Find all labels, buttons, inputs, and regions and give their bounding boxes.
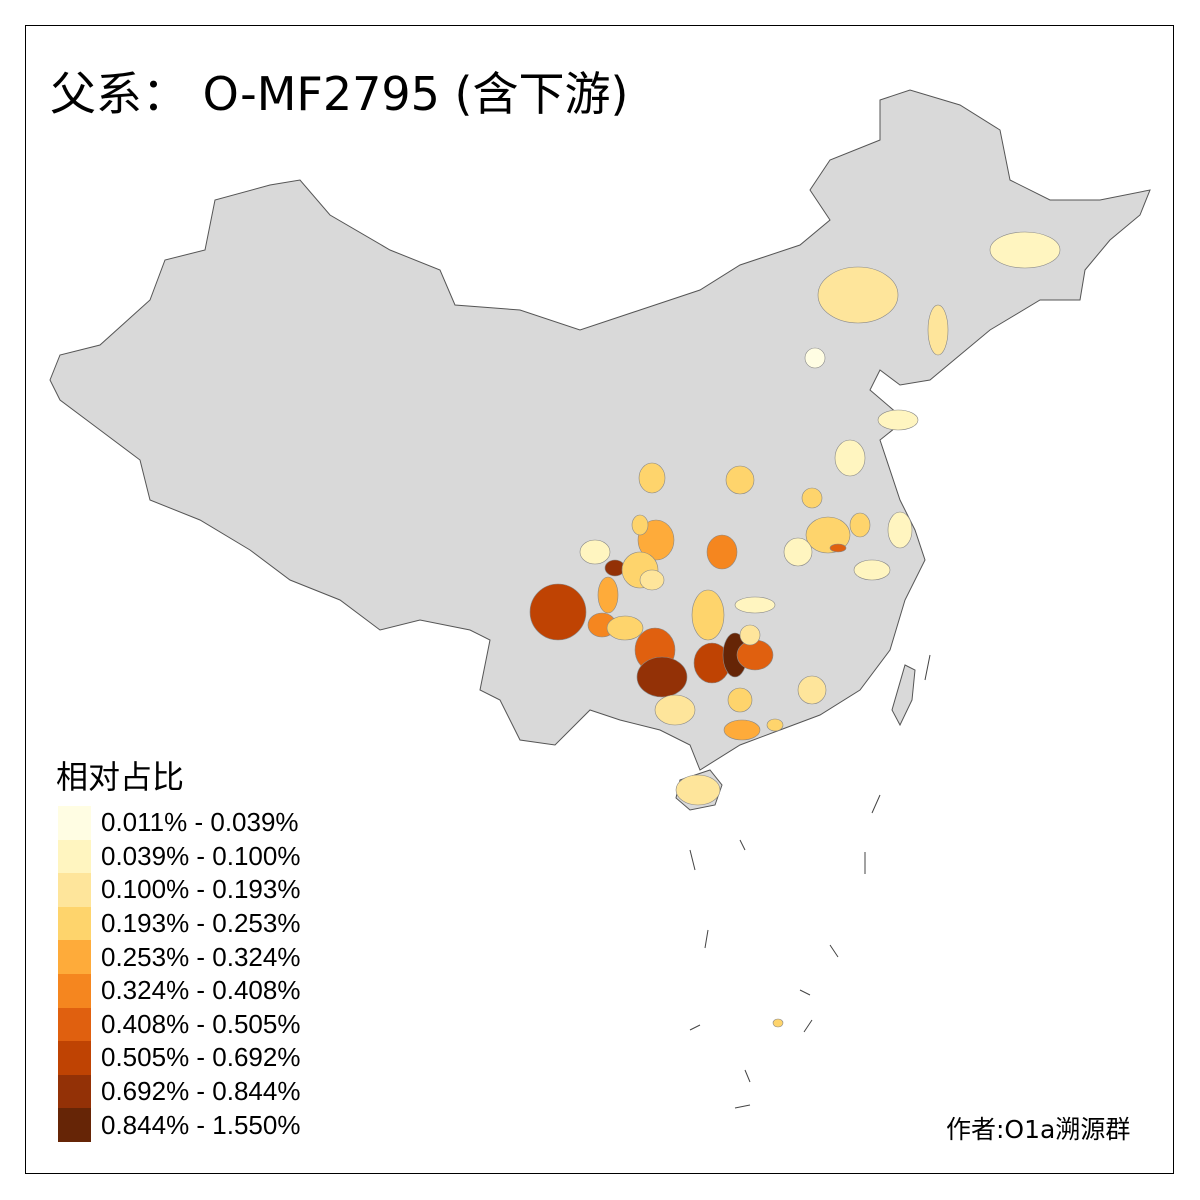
region-fill — [636, 656, 688, 698]
region-fill — [989, 231, 1061, 269]
legend-label: 0.039% - 0.100% — [101, 840, 301, 871]
legend-item: 0.039% - 0.100% — [58, 839, 301, 874]
region-fill — [631, 514, 649, 536]
region-fill — [579, 539, 611, 565]
region-fill — [529, 583, 587, 641]
region-fill — [804, 347, 826, 369]
legend-label: 0.844% - 1.550% — [101, 1109, 301, 1140]
legend-item: 0.253% - 0.324% — [58, 940, 300, 974]
legend-label: 0.692% - 0.844% — [101, 1076, 301, 1107]
region-fill — [606, 615, 644, 641]
region-fill — [691, 589, 725, 641]
legend-swatch — [58, 1108, 91, 1142]
region-fill — [766, 718, 784, 732]
base-map-mainland — [49, 89, 1151, 771]
region-fill — [597, 576, 619, 614]
legend-swatch — [58, 1041, 91, 1075]
legend-label: 0.408% - 0.505% — [101, 1008, 301, 1039]
region-fill — [654, 694, 696, 726]
region-fill — [801, 487, 823, 509]
legend-item: 0.505% - 0.692% — [58, 1041, 300, 1075]
legend-label: 0.100% - 0.193% — [101, 874, 301, 905]
region-fill — [772, 1018, 784, 1028]
region-fill — [723, 719, 761, 741]
region-fill — [877, 409, 919, 431]
region-fill — [829, 543, 847, 553]
region-fill — [734, 596, 776, 614]
region-fill — [639, 569, 665, 591]
region-fill — [783, 537, 813, 567]
legend-label: 0.505% - 0.692% — [101, 1042, 301, 1073]
legend-swatch — [58, 839, 91, 874]
legend-swatch — [58, 1074, 91, 1109]
legend-item: 0.408% - 0.505% — [58, 1007, 301, 1042]
region-fill — [887, 511, 913, 549]
map-title: 父系： O-MF2795 (含下游) — [50, 67, 629, 121]
legend-swatch — [58, 906, 91, 941]
region-fill — [706, 534, 738, 570]
legend-label: 0.253% - 0.324% — [101, 941, 301, 972]
legend-title: 相对占比 — [56, 758, 185, 796]
legend-item: 0.844% - 1.550% — [58, 1108, 300, 1142]
legend-label: 0.324% - 0.408% — [101, 975, 301, 1006]
region-fill — [797, 675, 827, 705]
region-fill — [817, 266, 899, 324]
legend-label: 0.011% - 0.039% — [101, 807, 299, 838]
south-sea-islands — [689, 654, 931, 1109]
legend-swatch — [58, 973, 91, 1008]
legend-swatch — [58, 806, 91, 840]
legend-swatch — [58, 940, 91, 974]
region-fill — [739, 624, 761, 646]
legend: 0.011% - 0.039% 0.039% - 0.100% 0.100% - 0… — [58, 806, 300, 1142]
region-fill — [849, 512, 871, 538]
region-fill — [727, 687, 753, 713]
legend-item: 0.692% - 0.844% — [58, 1074, 301, 1109]
region-fill — [675, 774, 721, 806]
region-fill — [853, 559, 891, 581]
region-fill — [927, 304, 949, 356]
legend-swatch — [58, 1007, 91, 1042]
legend-item: 0.324% - 0.408% — [58, 973, 301, 1008]
author-credit: 作者:O1a溯源群 — [946, 1115, 1131, 1144]
plot-frame — [25, 25, 1174, 1174]
legend-swatch — [58, 873, 91, 907]
region-fill — [736, 639, 774, 671]
region-layer — [529, 231, 1061, 1028]
region-fill — [725, 465, 755, 495]
legend-item: 0.193% - 0.253% — [58, 906, 301, 941]
base-map-taiwan — [891, 664, 916, 727]
legend-label: 0.193% - 0.253% — [101, 908, 301, 939]
region-fill — [834, 439, 866, 477]
legend-item: 0.011% - 0.039% — [58, 806, 300, 840]
region-fill — [638, 462, 666, 494]
legend-item: 0.100% - 0.193% — [58, 873, 300, 907]
